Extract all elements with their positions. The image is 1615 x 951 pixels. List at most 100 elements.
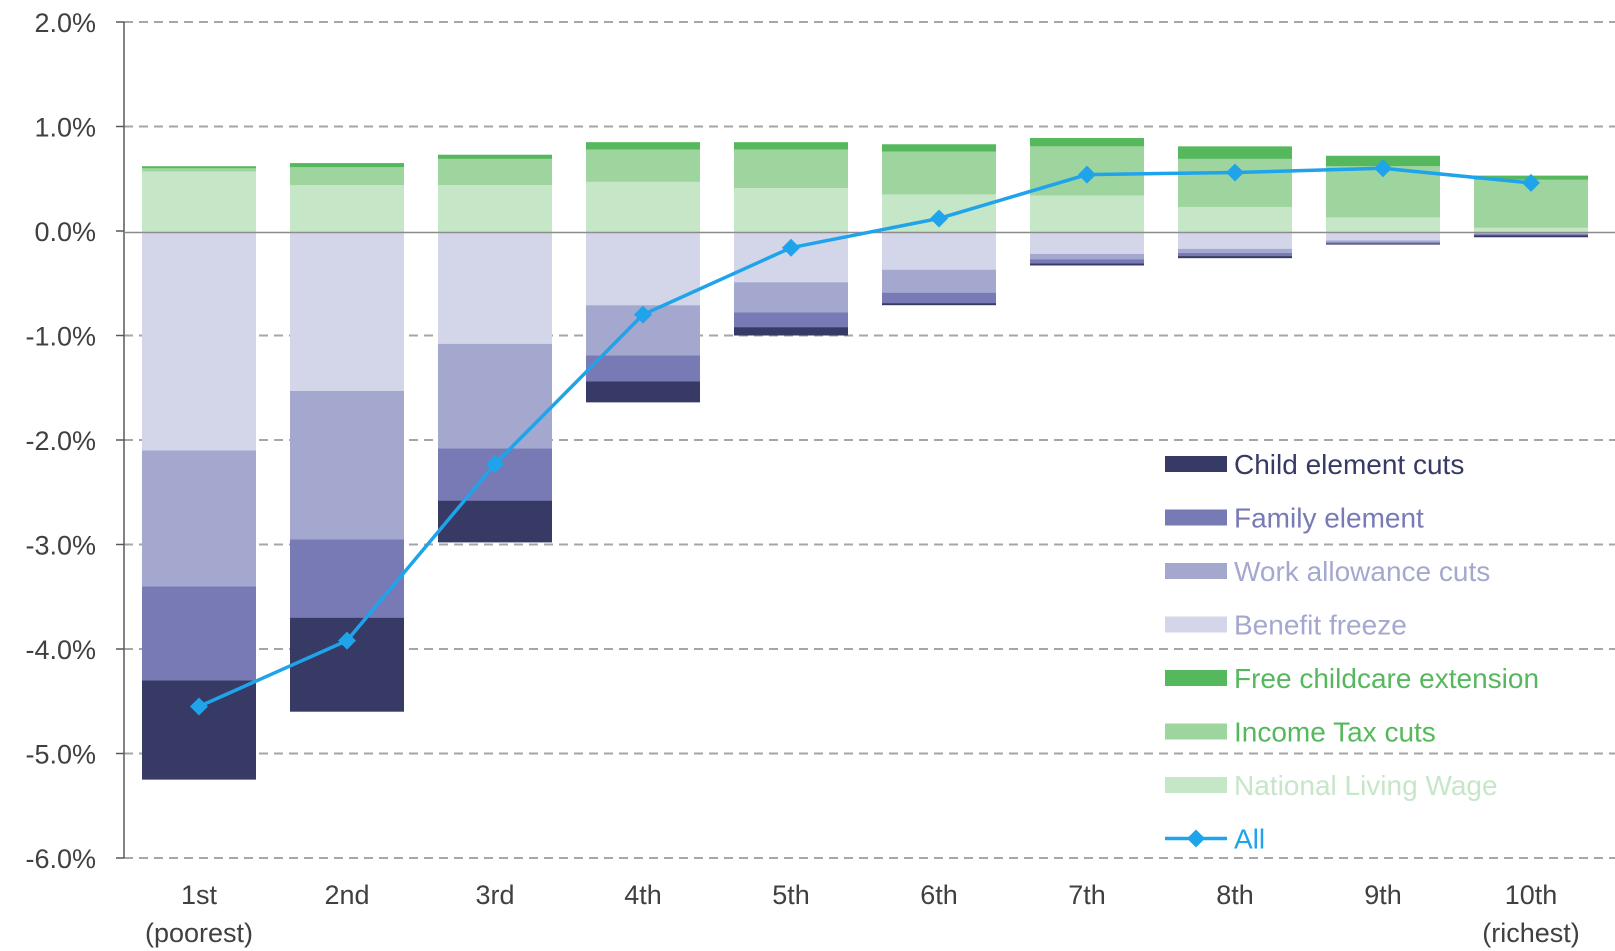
bar-segment bbox=[1326, 240, 1440, 243]
bar-segment bbox=[290, 390, 404, 540]
bar-segment bbox=[438, 185, 552, 231]
bar-segment bbox=[882, 303, 996, 306]
x-tick-label: 9th bbox=[1364, 880, 1402, 910]
bar-segment bbox=[586, 142, 700, 150]
x-tick-sublabel: (richest) bbox=[1482, 918, 1580, 948]
bar-segment bbox=[142, 586, 256, 681]
y-tick-label: -3.0% bbox=[25, 531, 96, 561]
bar-segment bbox=[882, 144, 996, 152]
bar-segment bbox=[438, 500, 552, 543]
bar-segment bbox=[586, 181, 700, 231]
y-tick-label: 2.0% bbox=[34, 8, 96, 38]
bar-segment bbox=[142, 168, 256, 172]
x-tick-label: 8th bbox=[1216, 880, 1254, 910]
bar-segment bbox=[734, 327, 848, 336]
legend-swatch bbox=[1165, 563, 1227, 579]
bar-segment bbox=[882, 231, 996, 270]
bar-segment bbox=[1030, 253, 1144, 260]
y-tick-label: 1.0% bbox=[34, 113, 96, 143]
y-tick-label: 0.0% bbox=[34, 217, 96, 247]
bar-segment bbox=[882, 292, 996, 304]
bar-segment bbox=[438, 158, 552, 186]
bar-segment bbox=[586, 149, 700, 182]
legend-swatch bbox=[1165, 456, 1227, 472]
x-tick-label: 3rd bbox=[475, 880, 514, 910]
legend-label: Work allowance cuts bbox=[1234, 556, 1490, 587]
bar-segment bbox=[290, 231, 404, 391]
y-tick-label: -6.0% bbox=[25, 844, 96, 874]
y-axis-ticks: 2.0% 1.0% 0.0% -1.0% -2.0% -3.0% -4.0% -5.0% -6.… bbox=[25, 8, 124, 874]
legend-swatch bbox=[1165, 616, 1227, 633]
all-line-marker bbox=[1078, 165, 1096, 184]
all-line-series bbox=[190, 159, 1540, 716]
bar-segment bbox=[1474, 234, 1588, 236]
legend-label: National Living Wage bbox=[1234, 770, 1498, 801]
bar-segment bbox=[734, 142, 848, 150]
bar-segment bbox=[1474, 235, 1588, 238]
y-tick-label: -1.0% bbox=[25, 322, 96, 352]
x-tick-label: 2nd bbox=[324, 880, 369, 910]
all-line-marker bbox=[1374, 159, 1392, 178]
y-tick-label: -5.0% bbox=[25, 740, 96, 770]
bar-segment bbox=[1474, 233, 1588, 235]
legend-swatch bbox=[1165, 723, 1227, 740]
bar-segment bbox=[1326, 231, 1440, 241]
all-line-marker bbox=[1522, 173, 1540, 192]
all-line-marker bbox=[634, 305, 652, 324]
bar-segment bbox=[1030, 263, 1144, 266]
bar-segment bbox=[438, 231, 552, 344]
bar-segment bbox=[882, 151, 996, 195]
bar-segment bbox=[1326, 217, 1440, 231]
bar-segment bbox=[142, 680, 256, 780]
bar-segment bbox=[1178, 252, 1292, 257]
legend: Child element cuts Family element Work all… bbox=[1165, 449, 1539, 855]
bar-segment bbox=[1030, 259, 1144, 264]
bar-segment bbox=[1030, 195, 1144, 231]
bar-segment bbox=[586, 231, 700, 306]
legend-swatch bbox=[1165, 777, 1227, 793]
bar-segment bbox=[1178, 248, 1292, 253]
all-line bbox=[198, 166, 1532, 709]
x-tick-label: 5th bbox=[772, 880, 810, 910]
legend-swatch-marker bbox=[1187, 829, 1205, 848]
x-tick-label: 6th bbox=[920, 880, 958, 910]
bar-segment bbox=[734, 149, 848, 189]
bar-segment bbox=[1178, 206, 1292, 231]
bar-segment bbox=[586, 355, 700, 382]
bar-segment bbox=[1030, 231, 1144, 254]
bar-segment bbox=[586, 381, 700, 403]
legend-label: Income Tax cuts bbox=[1234, 717, 1436, 748]
legend-label: Child element cuts bbox=[1234, 449, 1464, 480]
bar-segment bbox=[734, 188, 848, 231]
bar-segment bbox=[1326, 243, 1440, 245]
bar-segment bbox=[1178, 256, 1292, 259]
y-tick-label: -4.0% bbox=[25, 635, 96, 665]
bar-segment bbox=[142, 166, 256, 169]
bar-segment bbox=[882, 269, 996, 293]
legend-swatch bbox=[1165, 509, 1227, 526]
all-line-marker bbox=[190, 697, 208, 716]
bar-segment bbox=[142, 171, 256, 231]
bar-segment bbox=[438, 343, 552, 449]
legend-label: Free childcare extension bbox=[1234, 663, 1539, 694]
y-tick-label: -2.0% bbox=[25, 426, 96, 456]
bar-segment bbox=[1030, 137, 1144, 147]
x-tick-label: 1st bbox=[181, 880, 218, 910]
x-tick-label: 4th bbox=[624, 880, 662, 910]
x-tick-label: 7th bbox=[1068, 880, 1106, 910]
bar-segment bbox=[290, 163, 404, 168]
bar-segment bbox=[290, 539, 404, 618]
x-tick-sublabel: (poorest) bbox=[145, 918, 253, 948]
all-line-marker bbox=[782, 238, 800, 257]
x-axis-ticks: 1st (poorest) 2nd 3rd 4th 5th 6th 7th 8th 9th 10th… bbox=[145, 880, 1580, 948]
bar-segment bbox=[438, 154, 552, 159]
bar-segment bbox=[734, 312, 848, 328]
bar-segment bbox=[142, 231, 256, 451]
all-line-marker bbox=[338, 631, 356, 650]
bar-segment bbox=[290, 185, 404, 231]
bar-segment bbox=[290, 167, 404, 186]
bar-segment bbox=[1178, 231, 1292, 249]
bar-segment bbox=[142, 450, 256, 587]
all-line-marker bbox=[930, 209, 948, 228]
